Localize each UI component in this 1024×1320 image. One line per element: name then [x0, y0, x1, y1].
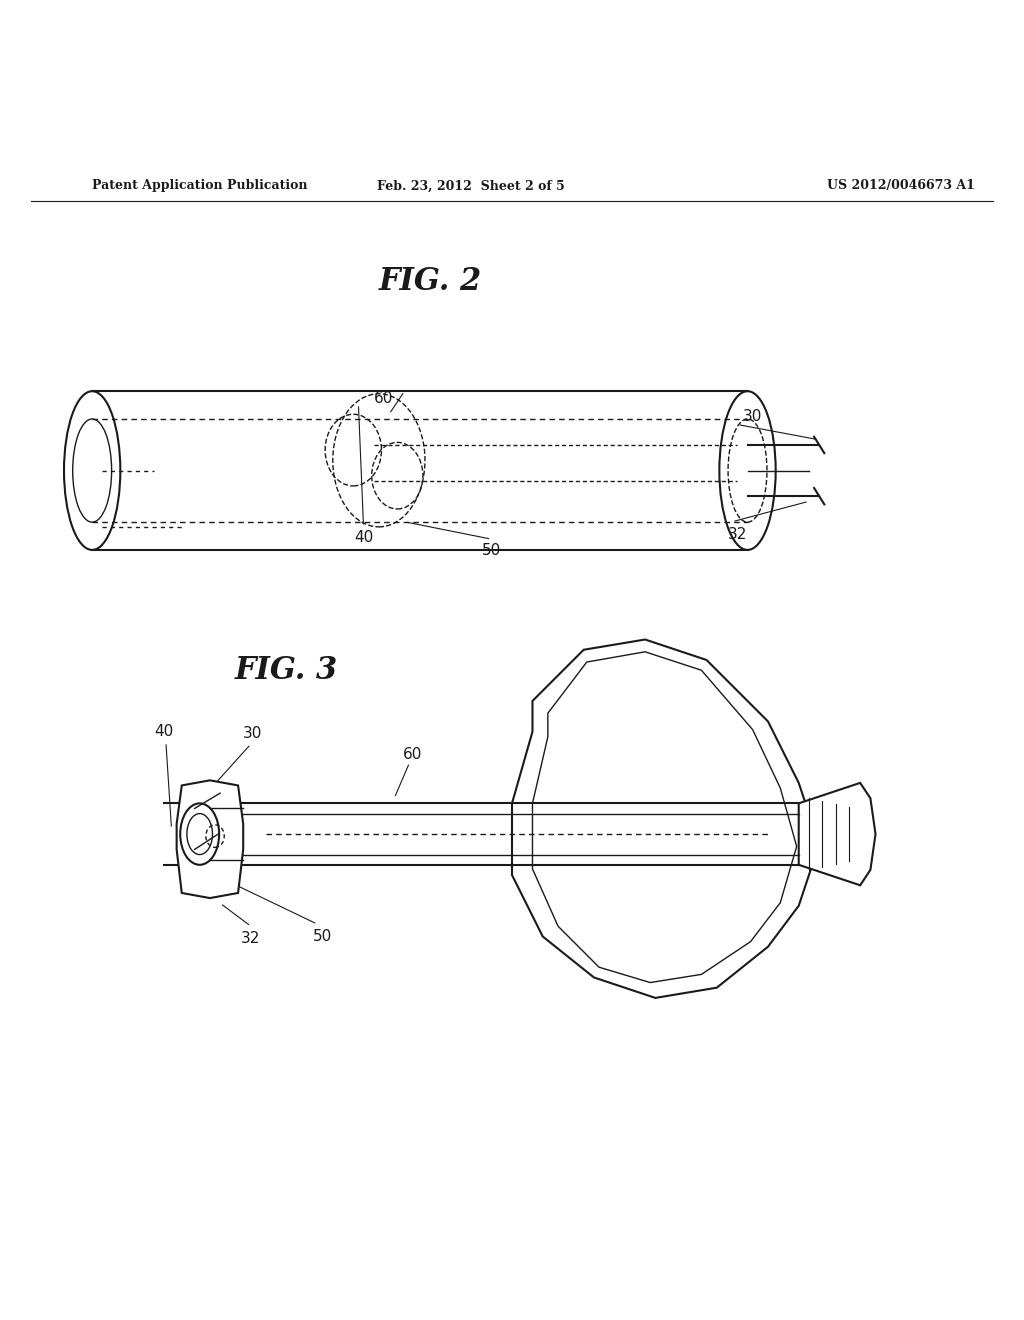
Text: 30: 30	[743, 409, 762, 424]
Text: 50: 50	[313, 929, 332, 944]
Ellipse shape	[180, 804, 219, 865]
Text: 32: 32	[728, 527, 746, 541]
Text: 40: 40	[354, 529, 373, 545]
Text: US 2012/0046673 A1: US 2012/0046673 A1	[827, 180, 975, 193]
Polygon shape	[176, 780, 244, 898]
Polygon shape	[512, 639, 819, 998]
Text: 60: 60	[375, 391, 393, 407]
Text: Patent Application Publication: Patent Application Publication	[92, 180, 307, 193]
Text: FIG. 2: FIG. 2	[379, 265, 481, 297]
Text: 30: 30	[244, 726, 262, 742]
Text: Feb. 23, 2012  Sheet 2 of 5: Feb. 23, 2012 Sheet 2 of 5	[377, 180, 565, 193]
Polygon shape	[799, 783, 876, 886]
Text: FIG. 3: FIG. 3	[236, 655, 338, 686]
Text: 50: 50	[482, 543, 501, 558]
Text: 60: 60	[403, 747, 422, 762]
Text: 40: 40	[155, 725, 173, 739]
Text: 32: 32	[242, 931, 260, 946]
